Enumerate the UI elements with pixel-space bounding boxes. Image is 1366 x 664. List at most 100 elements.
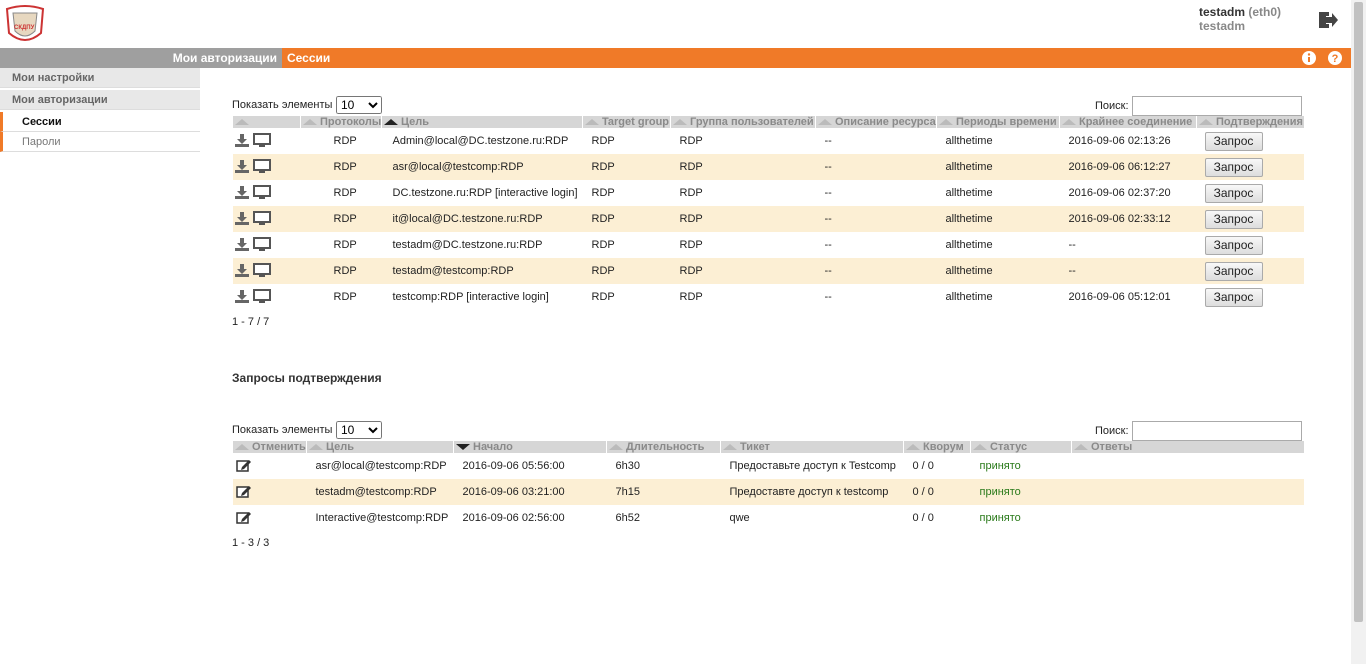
- table-info: 1 - 3 / 3: [232, 537, 270, 549]
- page-size-select[interactable]: 10: [336, 96, 382, 114]
- row-actions[interactable]: [232, 206, 301, 232]
- request-button[interactable]: Запрос: [1204, 131, 1263, 151]
- cell: RDP: [301, 180, 382, 206]
- cell-text: it@local@DC.testzone.ru:RDP: [392, 213, 543, 225]
- table-row: RDP testadm@DC.testzone.ru:RDP RDP RDP -- all…: [233, 232, 1304, 258]
- header-cell[interactable]: Группа пользователей: [670, 116, 816, 128]
- cell-text: 2016-09-06 02:13:26: [1068, 135, 1171, 147]
- icon[interactable]: [252, 132, 271, 147]
- header-cell[interactable]: [232, 116, 301, 128]
- cell-text: --: [824, 239, 832, 251]
- cell-text: --: [824, 291, 832, 303]
- icon[interactable]: [235, 458, 252, 472]
- scrollbar[interactable]: [1351, 0, 1366, 664]
- cell: 6h52: [607, 505, 721, 531]
- request-button[interactable]: Запрос: [1204, 209, 1263, 229]
- cell: allthetime: [937, 128, 1060, 154]
- icon[interactable]: [252, 158, 271, 173]
- icon[interactable]: [235, 510, 252, 524]
- page-size-select[interactable]: 10: [336, 421, 382, 439]
- sidebar-item[interactable]: Пароли: [0, 132, 200, 152]
- cell-text: 0 / 0: [912, 460, 934, 472]
- row-actions[interactable]: [233, 232, 301, 258]
- cell: RDP: [583, 232, 671, 258]
- help-icons[interactable]: ?: [1301, 50, 1345, 66]
- icon[interactable]: [252, 288, 271, 303]
- header-cell[interactable]: Target group: [582, 116, 671, 128]
- header-cell[interactable]: Начало: [453, 441, 607, 453]
- search-input[interactable]: [1132, 421, 1302, 441]
- header-cell[interactable]: Периоды времени: [936, 116, 1060, 128]
- search-label: Поиск:: [1095, 425, 1129, 437]
- icon[interactable]: [252, 184, 271, 199]
- nav-bar: [0, 48, 1351, 68]
- nav-tab[interactable]: Мои авторизации: [172, 51, 277, 65]
- header-cell[interactable]: Цель: [306, 441, 454, 453]
- request-button[interactable]: Запрос: [1204, 157, 1263, 177]
- header-cell[interactable]: Протоколы: [300, 116, 382, 128]
- sidebar-item[interactable]: Сессии: [0, 112, 200, 132]
- request-button[interactable]: Запрос: [1204, 287, 1263, 307]
- interface: (eth0): [1248, 5, 1282, 19]
- sidebar-item[interactable]: Мои авторизации: [0, 90, 200, 110]
- header-cell[interactable]: Отменить: [232, 441, 307, 453]
- header-cell[interactable]: Подтверждения: [1196, 116, 1304, 128]
- icon[interactable]: [252, 210, 271, 225]
- request-button[interactable]: Запрос: [1204, 235, 1263, 255]
- icon[interactable]: [252, 262, 271, 277]
- cell: RDP: [583, 128, 671, 154]
- cell-text: RDP: [679, 265, 703, 277]
- header-label: Группа пользователей: [690, 116, 814, 128]
- header-cell[interactable]: Крайнее соединение: [1059, 116, 1197, 128]
- nav-left: [0, 48, 282, 68]
- row-actions[interactable]: [233, 180, 301, 206]
- cell: Запрос: [1197, 128, 1304, 154]
- cell-text: принято: [979, 512, 1021, 524]
- icon[interactable]: [234, 211, 250, 225]
- header-cell[interactable]: Цель: [381, 116, 583, 128]
- header-cell[interactable]: Ответы: [1071, 441, 1304, 453]
- cancel-action[interactable]: [232, 479, 307, 505]
- header-label: Цель: [326, 441, 355, 453]
- cell-text: RDP: [591, 265, 615, 277]
- logout-icon[interactable]: [1317, 10, 1339, 30]
- header-cell[interactable]: Тикет: [720, 441, 904, 453]
- row-actions[interactable]: [232, 154, 301, 180]
- icon[interactable]: [3, 3, 47, 47]
- row-actions[interactable]: [233, 128, 301, 154]
- cell: RDP: [583, 180, 671, 206]
- sidebar-item[interactable]: Мои настройки: [0, 68, 200, 88]
- cell-text: RDP: [679, 161, 703, 173]
- cell: DC.testzone.ru:RDP [interactive login]: [382, 180, 583, 206]
- request-button[interactable]: Запрос: [1204, 261, 1263, 281]
- cell-text: RDP: [591, 213, 615, 225]
- header-cell[interactable]: Длительность: [606, 441, 721, 453]
- icon[interactable]: [234, 159, 250, 173]
- icon[interactable]: [235, 484, 252, 498]
- header-cell[interactable]: Статус: [970, 441, 1072, 453]
- nav-tab[interactable]: Сессии: [287, 51, 331, 65]
- header-label: Начало: [473, 441, 513, 453]
- cell-text: RDP: [591, 291, 615, 303]
- cell: 2016-09-06 02:56:00: [454, 505, 607, 531]
- cell-text: RDP: [333, 161, 357, 173]
- cell: it@local@DC.testzone.ru:RDP: [381, 206, 583, 232]
- header-cell[interactable]: Описание ресурса: [815, 116, 937, 128]
- icon[interactable]: [234, 133, 250, 147]
- header-label: Отменить: [252, 441, 306, 453]
- request-button[interactable]: Запрос: [1204, 183, 1263, 203]
- row-actions[interactable]: [232, 258, 301, 284]
- icon[interactable]: [234, 263, 250, 277]
- header-row: Отменить Цель Начало Длительность Тикет Квору…: [232, 441, 1304, 453]
- row-actions[interactable]: [233, 284, 301, 310]
- icon[interactable]: [234, 237, 250, 251]
- icon[interactable]: [234, 289, 250, 303]
- search-input[interactable]: [1132, 96, 1302, 116]
- cell: testadm@testcomp:RDP: [306, 479, 454, 505]
- cell: --: [1059, 258, 1197, 284]
- icon[interactable]: [252, 236, 271, 251]
- header-cell[interactable]: Кворум: [903, 441, 971, 453]
- cancel-action[interactable]: [233, 505, 307, 531]
- cancel-action[interactable]: [233, 453, 307, 479]
- icon[interactable]: [234, 185, 250, 199]
